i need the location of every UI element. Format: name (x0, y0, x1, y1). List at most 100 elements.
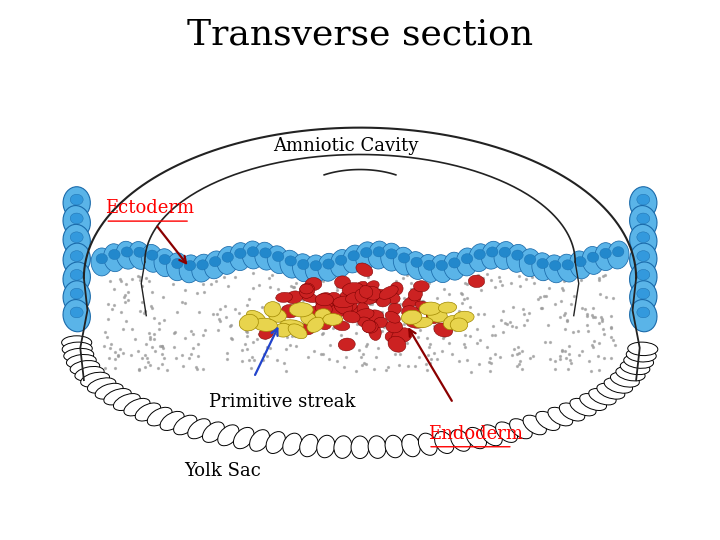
Point (469, 278, 481, 287)
Ellipse shape (280, 250, 302, 278)
Point (437, 334, 449, 342)
Point (514, 281, 526, 290)
Ellipse shape (154, 249, 176, 276)
Point (158, 315, 169, 324)
Point (454, 307, 465, 315)
Point (351, 319, 363, 328)
Point (425, 339, 436, 348)
Point (528, 279, 539, 288)
Point (126, 325, 138, 333)
Point (544, 355, 555, 363)
Point (426, 306, 437, 314)
Point (456, 315, 467, 323)
Point (114, 345, 125, 353)
Point (136, 298, 148, 306)
Point (186, 327, 197, 336)
Ellipse shape (348, 251, 359, 261)
Point (279, 359, 290, 367)
Point (366, 279, 377, 287)
Ellipse shape (81, 372, 109, 387)
Ellipse shape (512, 250, 523, 260)
Ellipse shape (364, 287, 381, 300)
Ellipse shape (266, 431, 285, 454)
Point (436, 346, 448, 355)
Ellipse shape (431, 255, 453, 282)
Point (587, 304, 598, 313)
Point (594, 275, 606, 284)
Point (556, 284, 567, 293)
Point (350, 367, 361, 375)
Ellipse shape (385, 330, 400, 342)
Point (497, 327, 508, 336)
Ellipse shape (388, 336, 406, 352)
Point (401, 271, 413, 280)
Ellipse shape (339, 291, 356, 304)
Ellipse shape (135, 403, 161, 421)
Ellipse shape (454, 311, 474, 323)
Point (135, 275, 146, 284)
Point (526, 273, 537, 281)
Point (380, 366, 392, 374)
Point (546, 274, 557, 282)
Point (472, 271, 484, 280)
Point (392, 326, 404, 335)
Ellipse shape (71, 213, 83, 224)
Ellipse shape (629, 206, 657, 238)
Ellipse shape (63, 187, 90, 219)
Point (153, 318, 164, 327)
Point (393, 361, 405, 370)
Point (541, 321, 553, 329)
Point (134, 273, 145, 282)
Point (411, 307, 423, 316)
Ellipse shape (269, 309, 287, 322)
Ellipse shape (300, 283, 315, 298)
Ellipse shape (250, 430, 269, 451)
Ellipse shape (507, 245, 528, 272)
Point (379, 286, 391, 294)
Point (132, 365, 144, 374)
Point (597, 272, 608, 281)
Ellipse shape (369, 324, 382, 340)
Ellipse shape (114, 394, 140, 410)
Point (351, 314, 362, 323)
Point (120, 291, 131, 299)
Ellipse shape (71, 288, 83, 299)
Point (504, 318, 516, 327)
Ellipse shape (315, 309, 330, 319)
Point (595, 289, 606, 298)
Point (510, 323, 522, 332)
Point (102, 333, 113, 341)
Point (453, 356, 464, 365)
Point (607, 336, 618, 345)
Point (487, 322, 499, 330)
Text: Primitive streak: Primitive streak (210, 393, 356, 410)
Point (494, 276, 505, 285)
Point (606, 322, 617, 331)
Point (421, 334, 433, 342)
Point (134, 366, 145, 375)
Point (534, 293, 546, 302)
Ellipse shape (510, 418, 532, 439)
Ellipse shape (293, 323, 314, 335)
Ellipse shape (305, 255, 327, 283)
Ellipse shape (359, 286, 373, 298)
Point (192, 352, 204, 360)
Point (143, 357, 154, 366)
Ellipse shape (494, 241, 516, 269)
Point (582, 310, 593, 319)
Ellipse shape (482, 241, 503, 269)
Point (456, 313, 467, 322)
Point (599, 271, 611, 279)
Point (260, 334, 271, 342)
Point (351, 286, 363, 295)
Point (271, 356, 283, 364)
Point (397, 328, 409, 336)
Point (458, 340, 469, 349)
Point (284, 340, 295, 349)
Point (149, 347, 161, 355)
Ellipse shape (362, 321, 378, 333)
Ellipse shape (608, 241, 629, 269)
Ellipse shape (280, 320, 304, 330)
Point (244, 321, 256, 329)
Point (139, 307, 150, 315)
